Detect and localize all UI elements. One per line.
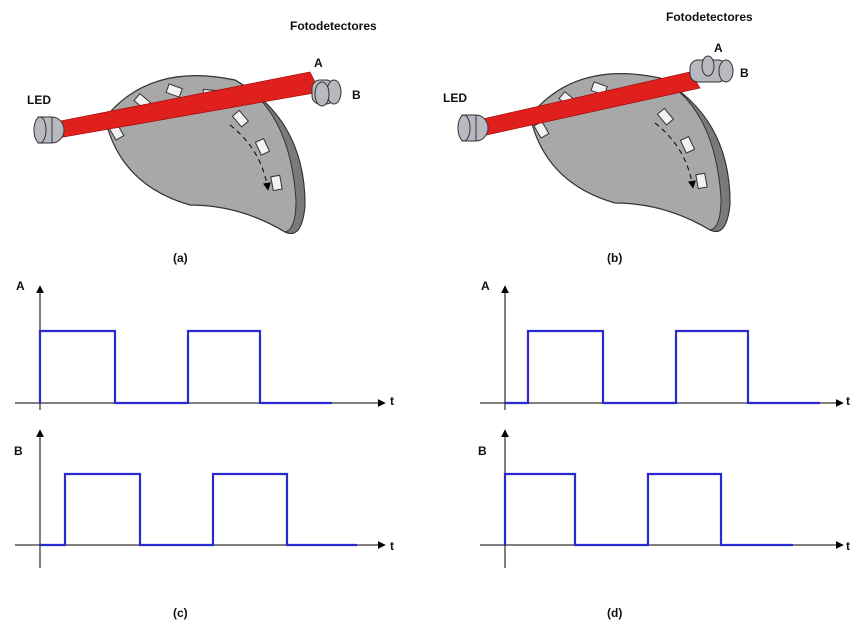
panel-label: (b) — [607, 251, 622, 265]
waveforms-d: A t B t (d) — [478, 279, 850, 620]
diagram: Fotodetectores A B LED (a) Fotodetectore… — [0, 0, 854, 627]
axis-label: t — [390, 394, 394, 408]
detector-a-label: A — [314, 56, 323, 70]
axis-label: B — [478, 444, 487, 458]
axis-label: t — [390, 539, 394, 553]
axis-label: B — [14, 444, 23, 458]
encoder-a: Fotodetectores A B LED (a) — [27, 19, 377, 265]
panel-label: (d) — [607, 606, 622, 620]
axis-label: t — [846, 539, 850, 553]
panel-label: (a) — [173, 251, 188, 265]
detector-b-label: B — [740, 66, 749, 80]
detector-a-label: A — [714, 41, 723, 55]
axis-label: t — [846, 394, 850, 408]
axis-label: A — [16, 279, 25, 293]
detectors-label: Fotodetectores — [290, 19, 377, 33]
panel-label: (c) — [173, 606, 188, 620]
encoder-b: Fotodetectores A B LED (b) — [443, 10, 753, 265]
led-label: LED — [443, 91, 467, 105]
waveforms-c: A t B t (c) — [14, 279, 394, 620]
detector-b-label: B — [352, 88, 361, 102]
axis-label: A — [481, 279, 490, 293]
detectors-label: Fotodetectores — [666, 10, 753, 24]
led-label: LED — [27, 93, 51, 107]
